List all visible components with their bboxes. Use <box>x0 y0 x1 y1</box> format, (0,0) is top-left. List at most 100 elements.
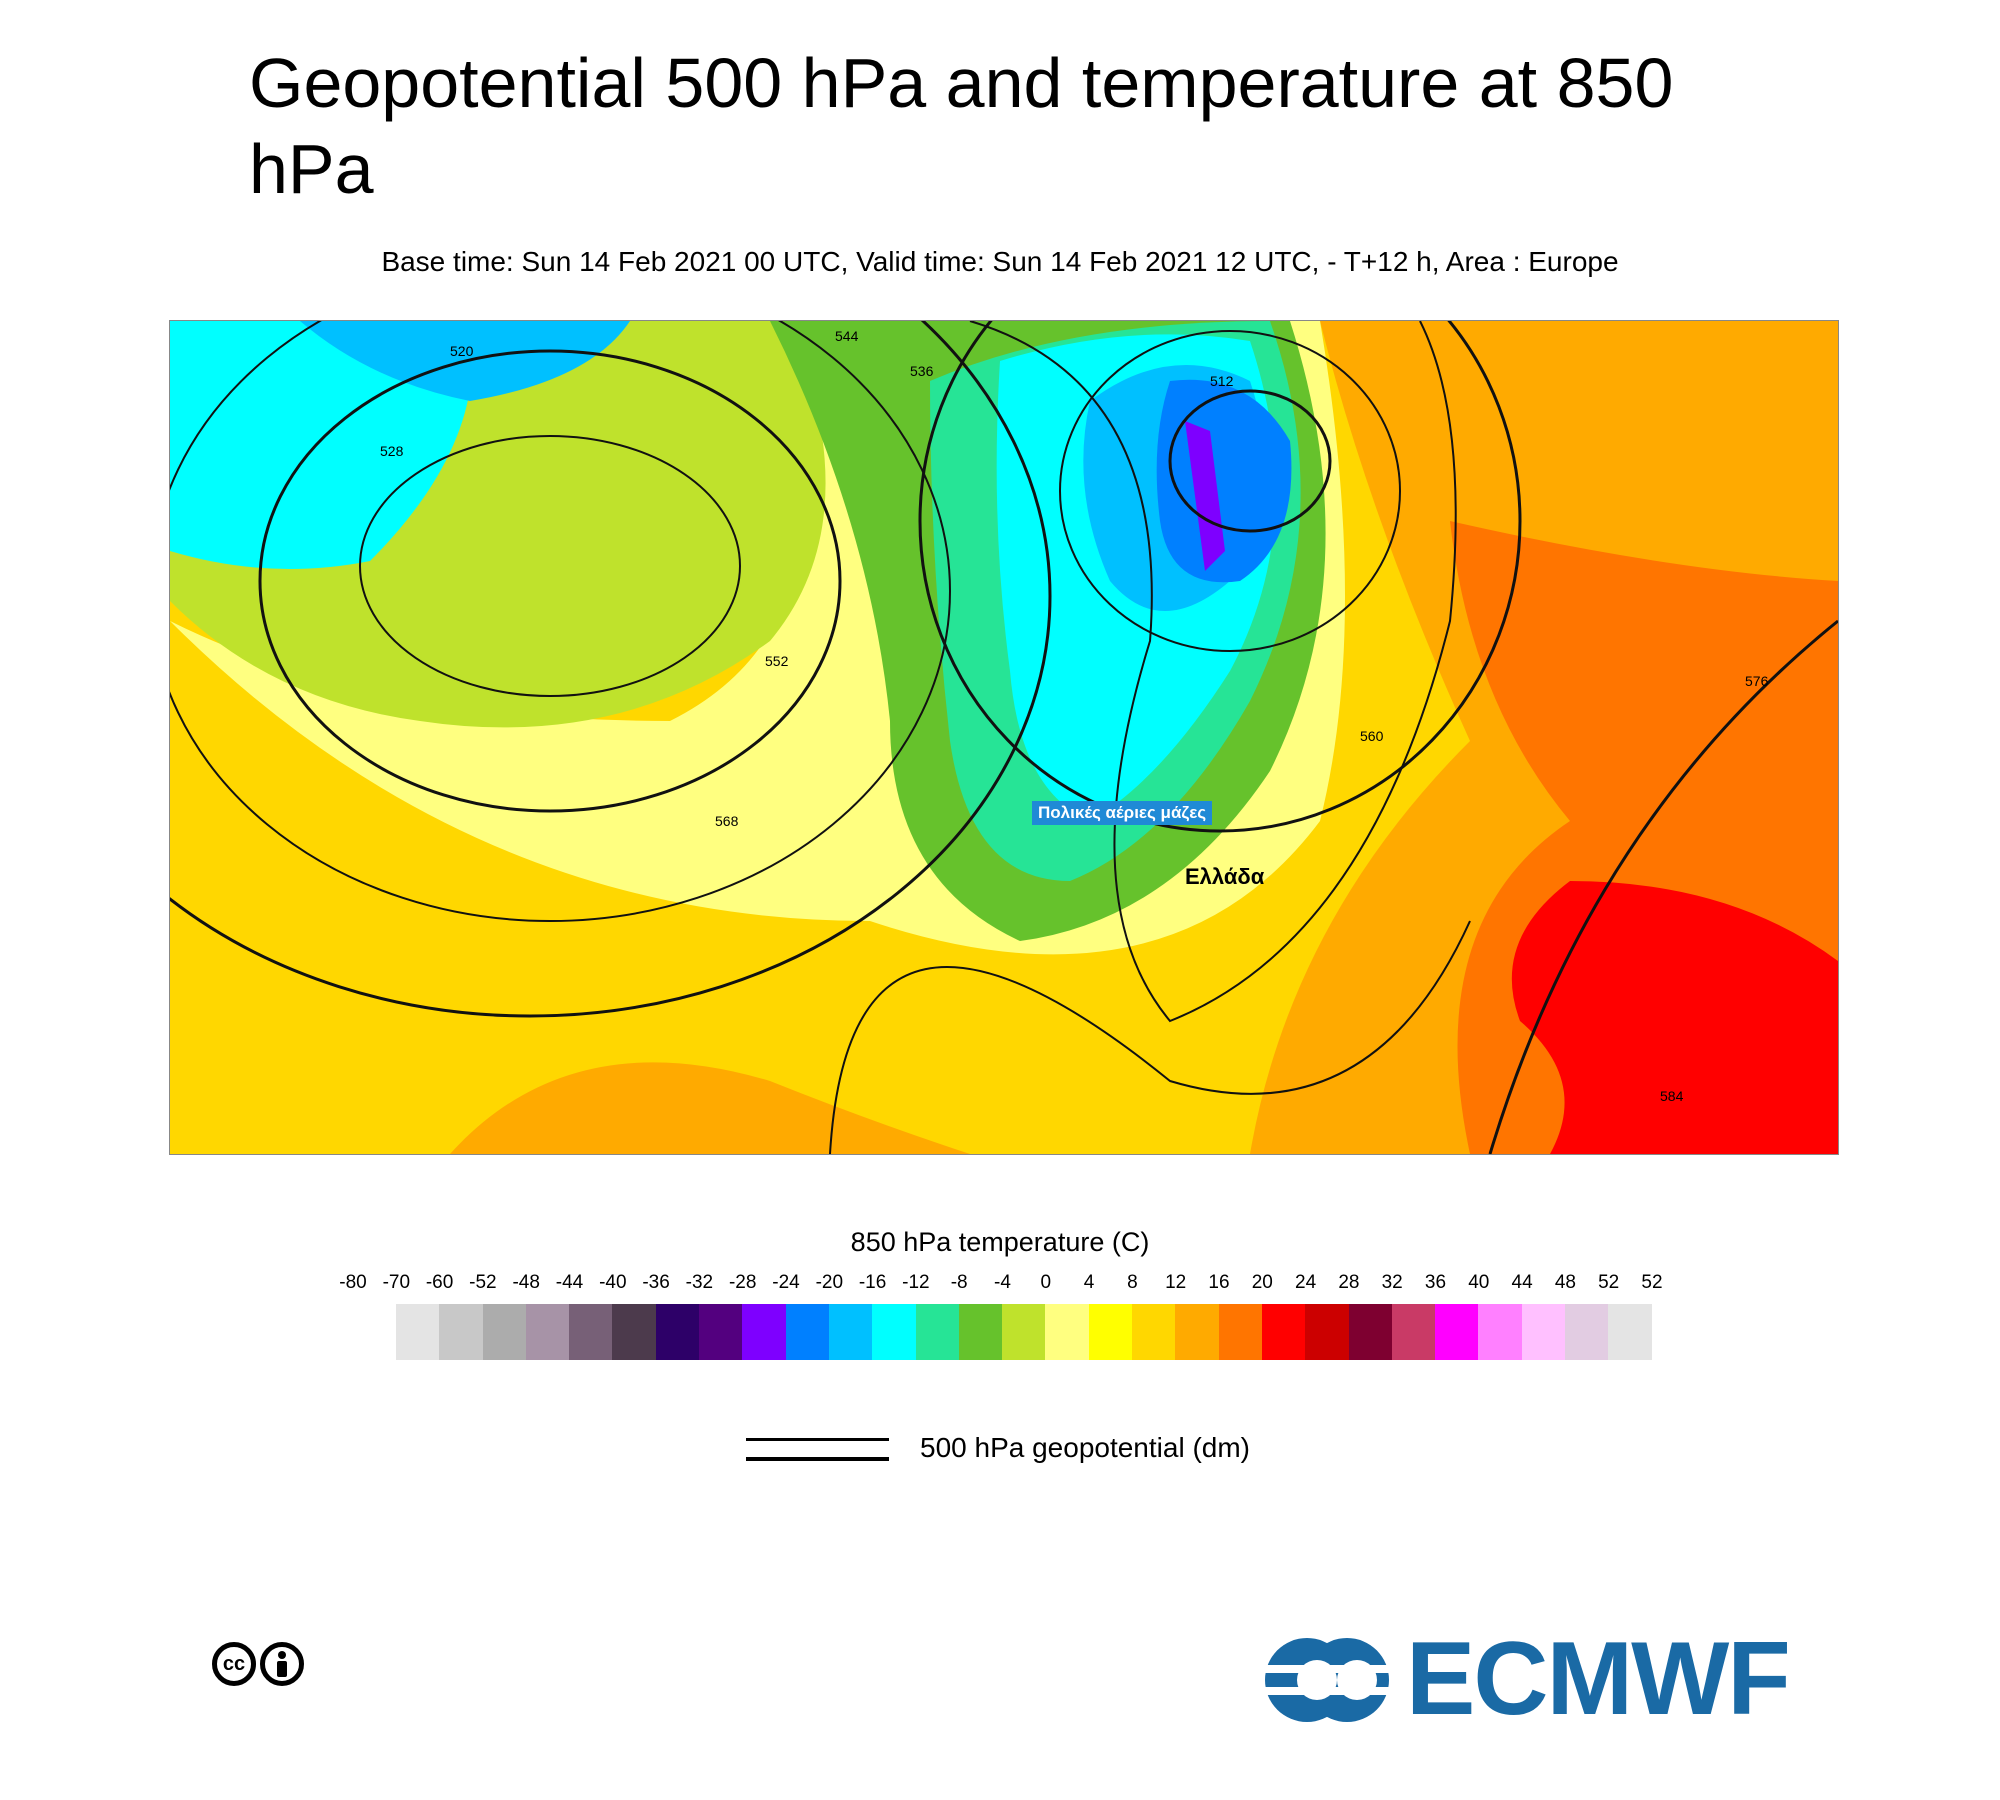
temperature-tick-label: -32 <box>685 1272 714 1293</box>
temperature-tick-label: 24 <box>1295 1272 1317 1293</box>
temperature-swatches <box>396 1304 1652 1360</box>
color-swatch <box>655 1304 700 1360</box>
geopotential-line-thick <box>746 1457 889 1461</box>
temperature-tick-label: -70 <box>382 1272 411 1293</box>
contour-544 <box>918 321 1522 833</box>
attribution-icon <box>260 1642 304 1686</box>
color-swatch <box>612 1304 656 1360</box>
temperature-tick-label: -52 <box>469 1272 497 1293</box>
color-swatch <box>525 1304 570 1360</box>
color-swatch <box>1608 1304 1652 1360</box>
color-swatch <box>439 1304 483 1360</box>
temperature-tick-label: 44 <box>1511 1272 1533 1293</box>
ecmwf-logo: ECMWF <box>1262 1620 1791 1739</box>
color-swatch <box>742 1304 786 1360</box>
temperature-tick-label: -60 <box>425 1272 454 1293</box>
temperature-tick-label: 52 <box>1641 1272 1663 1293</box>
contour-label-8: 576 <box>1745 673 1769 689</box>
contour-512 <box>1168 389 1332 533</box>
color-swatch <box>1565 1304 1609 1360</box>
temperature-tick-label: 20 <box>1251 1272 1273 1293</box>
greece-label: Ελλάδα <box>1185 864 1265 889</box>
geopotential-contours <box>170 321 1838 1154</box>
temperature-tick-label: 48 <box>1554 1272 1576 1293</box>
color-swatch <box>872 1304 916 1360</box>
temperature-legend-title: 850 hPa temperature (C) <box>850 1227 1150 1257</box>
temperature-tick-label: 0 <box>1040 1272 1052 1293</box>
contour-label-5: 552 <box>765 653 789 669</box>
color-swatch <box>1045 1304 1089 1360</box>
color-swatch <box>1391 1304 1436 1360</box>
chart-title: Geopotential 500 hPa and temperature at … <box>249 44 1674 208</box>
temperature-tick-label: 4 <box>1083 1272 1095 1293</box>
temp-field-red <box>1511 881 1838 1154</box>
temp-field-cyan-west <box>170 321 473 569</box>
temperature-tick-label: 32 <box>1381 1272 1403 1293</box>
contour-label-9: 584 <box>1660 1088 1684 1104</box>
color-swatch <box>1521 1304 1566 1360</box>
temperature-tick-label: -8 <box>950 1272 968 1293</box>
temperature-tick-label: 52 <box>1598 1272 1620 1293</box>
color-swatch <box>1478 1304 1522 1360</box>
contour-label-6: 560 <box>1360 728 1384 744</box>
temp-field-violet <box>1185 421 1225 571</box>
color-swatch <box>785 1304 829 1360</box>
color-swatch <box>569 1304 613 1360</box>
cc-license-icon: cc <box>212 1642 304 1686</box>
geopotential-line-thin <box>746 1438 889 1441</box>
contour-label-4: 544 <box>835 328 859 344</box>
color-swatch <box>1218 1304 1262 1360</box>
temperature-tick-label: -20 <box>815 1272 844 1293</box>
color-swatch <box>915 1304 959 1360</box>
contour-label-1: 520 <box>450 343 474 359</box>
temperature-tick-label: 12 <box>1165 1272 1187 1293</box>
temperature-tick-label: -24 <box>772 1272 800 1293</box>
contour-label-2: 528 <box>380 443 404 459</box>
color-swatch <box>1305 1304 1349 1360</box>
color-swatch <box>1088 1304 1133 1360</box>
color-swatch <box>396 1304 440 1360</box>
contour-568 <box>170 321 1052 1018</box>
temp-field-orange-south <box>450 1062 970 1154</box>
contour-536 <box>258 349 842 813</box>
temperature-tick-label: 8 <box>1127 1272 1138 1293</box>
color-swatch <box>1002 1304 1046 1360</box>
color-swatch <box>1348 1304 1392 1360</box>
temperature-tick-label: -40 <box>599 1272 627 1293</box>
color-swatch <box>1435 1304 1479 1360</box>
color-swatch <box>482 1304 526 1360</box>
temperature-tick-label: -36 <box>642 1272 670 1293</box>
contour-560 <box>969 321 1457 1023</box>
geopotential-legend-label: 500 hPa geopotential (dm) <box>920 1432 1250 1463</box>
contour-label-10: 512 <box>1210 373 1234 389</box>
contour-label-3: 536 <box>910 363 934 379</box>
color-swatch <box>828 1304 873 1360</box>
temperature-tick-label: 36 <box>1424 1272 1447 1293</box>
color-swatch <box>1175 1304 1219 1360</box>
temperature-tick-label: 28 <box>1338 1272 1360 1293</box>
color-swatch <box>1261 1304 1306 1360</box>
temperature-tick-label: -48 <box>512 1272 540 1293</box>
color-swatch <box>958 1304 1003 1360</box>
contour-528 <box>1059 330 1401 652</box>
contour-576 <box>1488 619 1838 1154</box>
color-swatch <box>699 1304 743 1360</box>
temperature-tick-label: 16 <box>1208 1272 1230 1293</box>
temperature-tick-label: -28 <box>728 1272 757 1293</box>
temperature-tick-label: -12 <box>902 1272 930 1293</box>
color-swatch <box>1132 1304 1176 1360</box>
map-svg: 520 528 536 544 552 560 568 576 584 512 <box>170 321 1838 1154</box>
ecmwf-logo-text: ECMWF <box>1406 1621 1791 1737</box>
contour-label-7: 568 <box>715 813 739 829</box>
contour-labels: 520 528 536 544 552 560 568 576 584 512 <box>380 328 1769 1104</box>
weather-map: 520 528 536 544 552 560 568 576 584 512 … <box>169 320 1839 1155</box>
temperature-tick-label: -16 <box>858 1272 887 1293</box>
cc-icon: cc <box>212 1642 256 1686</box>
temperature-tick-label: 40 <box>1468 1272 1490 1293</box>
contour-520 <box>359 435 741 697</box>
ecmwf-emblem-icon <box>1262 1637 1392 1722</box>
temperature-tick-label: -80 <box>339 1272 367 1293</box>
temperature-tick-label: -44 <box>555 1272 584 1293</box>
contour-576b <box>829 920 1471 1154</box>
polar-air-label: Πολικές αέριες μάζες <box>1032 801 1213 825</box>
